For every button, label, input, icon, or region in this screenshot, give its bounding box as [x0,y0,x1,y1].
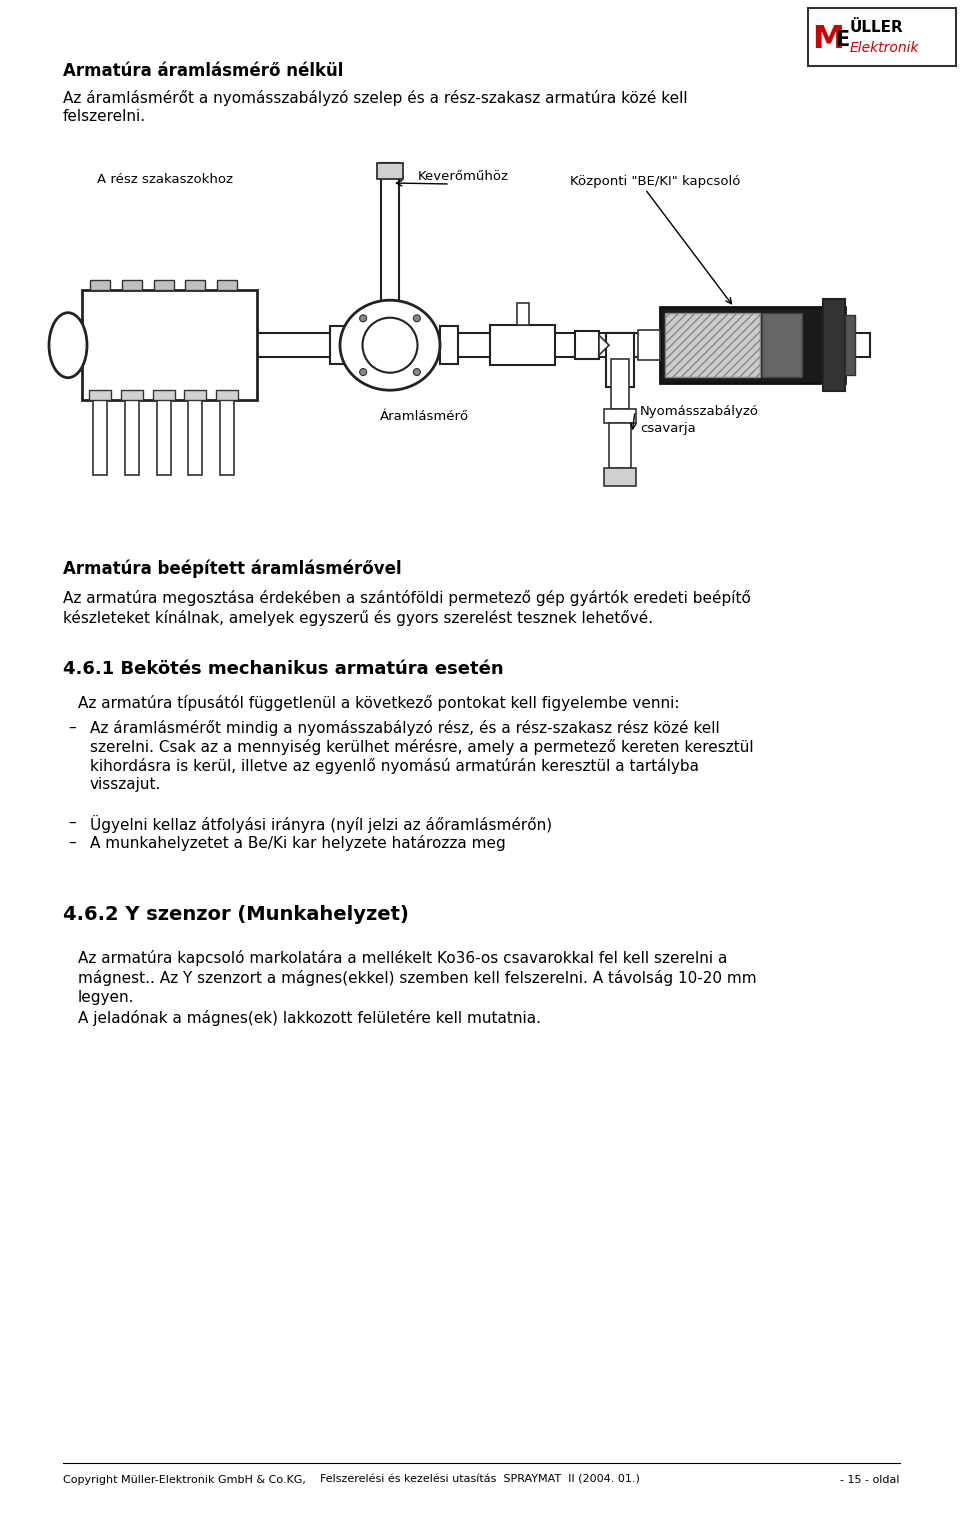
Bar [330,327,348,365]
Bar [121,390,143,399]
Text: Ügyelni kellaz átfolyási irányra (nyíl jelzi az áőramlásmérőn): Ügyelni kellaz átfolyási irányra (nyíl j… [90,816,552,832]
Bar [606,333,634,387]
Text: kihordásra is kerül, illetve az egyenlő nyomású armatúrán keresztül a tartályba: kihordásra is kerül, illetve az egyenlő … [90,758,699,775]
Text: Copyright Müller-Elektronik GmbH & Co.KG,: Copyright Müller-Elektronik GmbH & Co.KG… [63,1475,306,1486]
Bar [377,163,403,179]
Text: Armatúra áramlásmérő nélkül: Armatúra áramlásmérő nélkül [63,62,344,81]
Text: Áramlásmérő: Áramlásmérő [380,410,469,424]
Text: legyen.: legyen. [78,990,134,1006]
Bar [490,325,555,365]
Bar [90,279,110,290]
Text: visszajut.: visszajut. [90,778,161,791]
Bar [153,390,175,399]
Bar [217,279,237,290]
Bar [188,399,203,475]
Ellipse shape [414,314,420,322]
Text: Az armatúra kapcsoló markolatára a mellékelt Ko36-os csavarokkal fel kell szerel: Az armatúra kapcsoló markolatára a mellé… [78,949,728,966]
Ellipse shape [360,369,367,375]
Bar [185,279,205,290]
Text: Armatúra beépített áramlásmérővel: Armatúra beépített áramlásmérővel [63,561,401,579]
Bar [665,313,760,377]
Bar [762,313,802,377]
Ellipse shape [340,301,440,390]
Bar [516,304,529,325]
Bar [609,424,631,468]
Text: A munkahelyzetet a Be/Ki kar helyzete határozza meg: A munkahelyzetet a Be/Ki kar helyzete ha… [90,835,506,851]
Text: mágnest.. Az Y szenzort a mágnes(ekkel) szemben kell felszerelni. A távolság 10-: mágnest.. Az Y szenzort a mágnes(ekkel) … [78,971,756,986]
Bar [89,390,111,399]
Bar [660,307,845,383]
Ellipse shape [360,314,367,322]
Text: A jeladónak a mágnes(ek) lakkozott felületére kell mutatnia.: A jeladónak a mágnes(ek) lakkozott felül… [78,1010,541,1025]
Bar [93,399,107,475]
Text: E: E [835,30,850,50]
Bar [638,330,660,360]
Bar [381,163,399,301]
Text: Felszerelési és kezelési utasítás  SPRAYMAT  II (2004. 01.): Felszerelési és kezelési utasítás SPRAYM… [320,1475,640,1486]
Polygon shape [599,336,609,355]
Bar [156,399,171,475]
Text: Elektronik: Elektronik [850,41,920,55]
Bar [184,390,206,399]
Bar [82,333,870,357]
Text: A rész szakaszokhoz: A rész szakaszokhoz [97,173,233,185]
Bar [808,8,956,65]
Text: Az áramlásmérőt mindig a nyomásszabályzó rész, és a rész-szakasz rész közé kell: Az áramlásmérőt mindig a nyomásszabályzó… [90,720,720,737]
Text: ÜLLER: ÜLLER [850,20,903,35]
Text: M: M [812,24,844,56]
Text: - 15 - oldal: - 15 - oldal [841,1475,900,1486]
Bar [220,399,234,475]
Text: Központi "BE/KI" kapcsoló: Központi "BE/KI" kapcsoló [570,175,740,188]
Text: Az armatúra megosztása érdekében a szántóföldi permetező gép gyártók eredeti beé: Az armatúra megosztása érdekében a szánt… [63,589,751,606]
Text: Keverőműhöz: Keverőműhöz [418,170,509,182]
Text: Az armatúra típusától függetlenül a következő pontokat kell figyelembe venni:: Az armatúra típusától függetlenül a köve… [78,696,680,711]
Text: felszerelni.: felszerelni. [63,109,146,125]
Bar [82,290,257,399]
Bar [125,399,139,475]
Text: Az áramlásmérőt a nyomásszabályzó szelep és a rész-szakasz armatúra közé kell: Az áramlásmérőt a nyomásszabályzó szelep… [63,90,687,106]
Text: készleteket kínálnak, amelyek egyszerű és gyors szerelést tesznek lehetővé.: készleteket kínálnak, amelyek egyszerű é… [63,611,653,626]
Bar [604,409,636,424]
Bar [823,299,845,392]
Text: Nyomásszabályzó: Nyomásszabályzó [640,406,759,418]
Bar [611,358,629,409]
Bar [575,331,599,358]
Ellipse shape [363,317,418,372]
Text: 4.6.1 Bekötés mechanikus armatúra esetén: 4.6.1 Bekötés mechanikus armatúra esetén [63,659,504,677]
Text: szerelni. Csak az a mennyiség kerülhet mérésre, amely a permetező kereten keresz: szerelni. Csak az a mennyiség kerülhet m… [90,740,754,755]
Bar [122,279,142,290]
Text: –: – [68,720,76,735]
Text: –: – [68,835,76,851]
Bar [216,390,238,399]
Ellipse shape [49,313,87,378]
Bar [845,316,855,375]
Bar [604,468,636,486]
Text: –: – [68,816,76,829]
Text: csavarja: csavarja [640,422,696,436]
Ellipse shape [414,369,420,375]
Bar [154,279,174,290]
Bar [440,327,458,365]
Text: 4.6.2 Y szenzor (Munkahelyzet): 4.6.2 Y szenzor (Munkahelyzet) [63,905,409,924]
